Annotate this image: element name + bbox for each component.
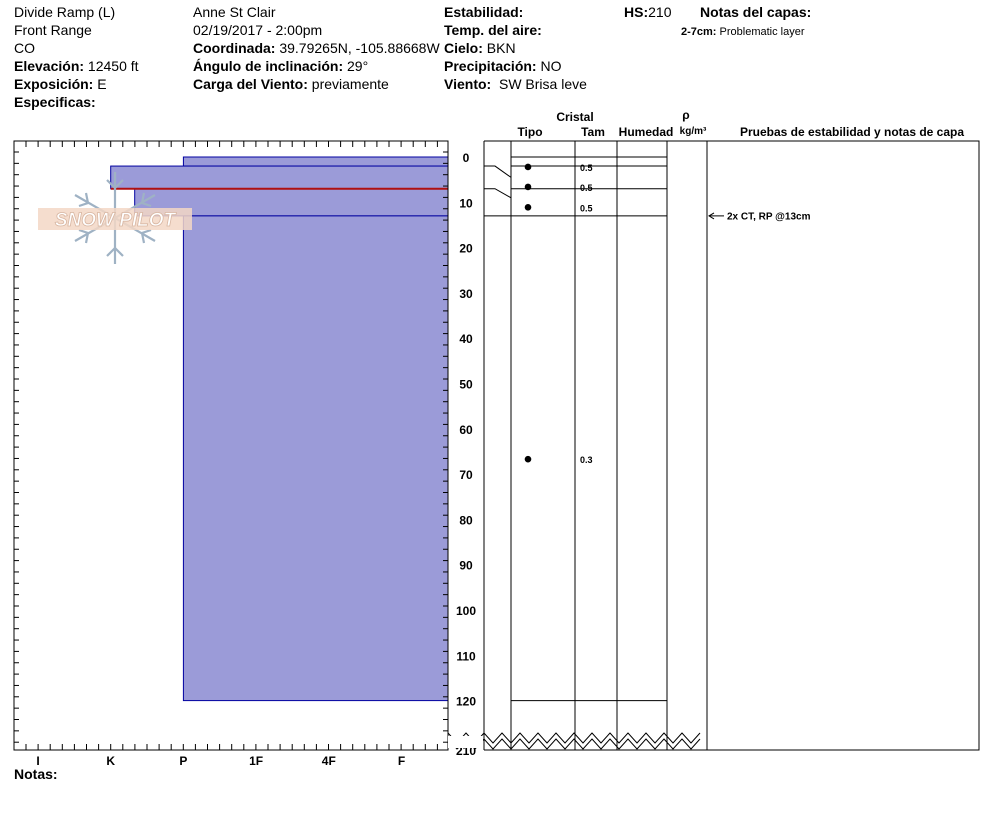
depth-label: 60 bbox=[459, 423, 473, 437]
col-tests: Pruebas de estabilidad y notas de capa bbox=[740, 125, 964, 139]
crystal-size: 0.5 bbox=[580, 203, 593, 213]
depth-label: 20 bbox=[459, 242, 473, 256]
hardness-label-F: F bbox=[398, 754, 405, 768]
boundary-connector bbox=[484, 189, 511, 198]
layer-3 bbox=[183, 216, 448, 701]
depth-label: 40 bbox=[459, 332, 473, 346]
rounds-icon bbox=[525, 164, 532, 171]
tests-frame bbox=[707, 141, 979, 750]
boundary-connector bbox=[484, 166, 511, 177]
hardness-label-P: P bbox=[179, 754, 187, 768]
col-size: Tam bbox=[581, 125, 605, 139]
hardness-label-1F: 1F bbox=[249, 754, 263, 768]
logo-text: SNOW PILOT bbox=[55, 210, 177, 231]
depth-label: 110 bbox=[456, 649, 476, 663]
depth-label: 0 bbox=[463, 151, 470, 165]
depth-label: 50 bbox=[459, 378, 473, 392]
crystal-size: 0.5 bbox=[580, 163, 593, 173]
col-humidity: Humedad bbox=[619, 125, 674, 139]
crystal-size: 0.5 bbox=[580, 183, 593, 193]
notes-label: Notas: bbox=[14, 765, 58, 783]
crystal-size: 0.3 bbox=[580, 455, 593, 465]
hardness-label-4F: 4F bbox=[322, 754, 336, 768]
col-crystal: Cristal bbox=[556, 110, 593, 124]
snow-profile-chart: I K P 1F 4F F SNOW PILOT 01020304050607080901… bbox=[0, 0, 994, 840]
break-gap bbox=[448, 736, 483, 748]
layer-1 bbox=[111, 166, 448, 189]
depth-label: 100 bbox=[456, 604, 476, 618]
depth-label: 30 bbox=[459, 287, 473, 301]
col-density-symbol: ρ bbox=[682, 108, 689, 122]
depth-label: 70 bbox=[459, 468, 473, 482]
rounds-icon bbox=[525, 184, 532, 191]
col-density-unit: kg/m³ bbox=[680, 126, 707, 137]
col-type: Tipo bbox=[517, 125, 542, 139]
depth-label: 10 bbox=[459, 196, 473, 210]
hardness-label-K: K bbox=[106, 754, 115, 768]
depth-label: 80 bbox=[459, 513, 473, 527]
test-result: 2x CT, RP @13cm bbox=[727, 211, 811, 222]
layer-table: Cristal Tipo Tam Humedad ρ kg/m³ Pruebas… bbox=[448, 108, 979, 750]
rounds-icon bbox=[525, 456, 532, 463]
depth-label: 120 bbox=[456, 695, 476, 709]
rounds-icon bbox=[525, 204, 532, 211]
layer-0 bbox=[183, 157, 448, 166]
depth-label: 90 bbox=[459, 559, 473, 573]
hardness-profile: I K P 1F 4F F bbox=[14, 141, 448, 768]
depth-break-lower bbox=[448, 739, 700, 749]
